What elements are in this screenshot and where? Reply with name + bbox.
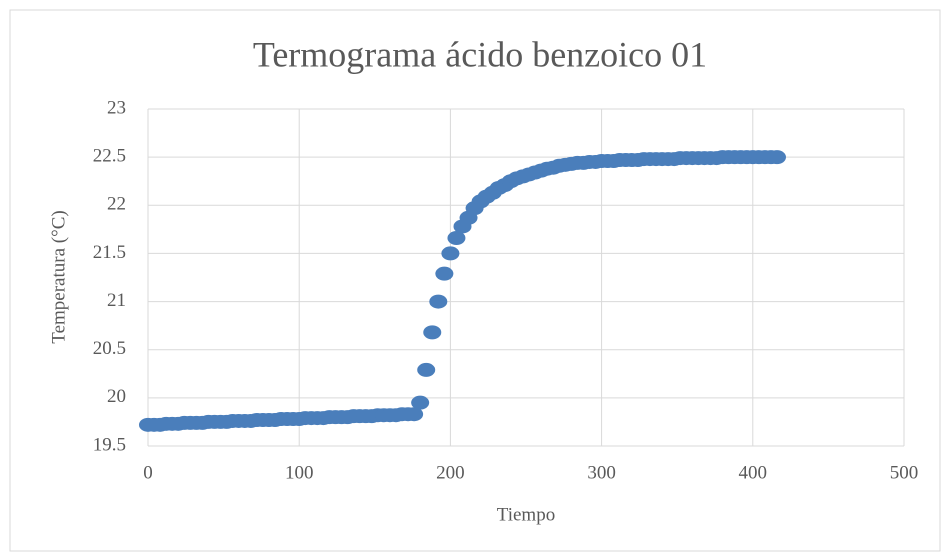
point [429, 294, 448, 309]
x-tick-label: 0 [143, 462, 153, 483]
point [405, 407, 424, 422]
point [447, 231, 466, 246]
point [417, 362, 436, 377]
y-tick-label: 20 [107, 386, 126, 407]
chart-title: Termograma ácido benzoico 01 [253, 34, 707, 74]
y-tick-label: 21.5 [93, 242, 126, 263]
y-tick-label: 22 [107, 194, 126, 215]
point [411, 395, 430, 410]
x-tick-label: 200 [436, 462, 465, 483]
y-tick-label: 21 [107, 290, 126, 311]
chart-frame [9, 9, 941, 552]
point [441, 246, 460, 261]
y-tick-label: 20.5 [93, 338, 126, 359]
x-axis-label: Tiempo [497, 504, 555, 525]
point [423, 325, 442, 340]
x-tick-label: 500 [890, 462, 919, 483]
x-tick-label: 300 [587, 462, 616, 483]
x-tick-label: 100 [285, 462, 314, 483]
y-tick-label: 19.5 [93, 434, 126, 455]
point [435, 266, 454, 281]
x-tick-label: 400 [739, 462, 768, 483]
y-tick-label: 22.5 [93, 146, 126, 167]
y-tick-label: 23 [107, 97, 126, 118]
point [767, 150, 786, 165]
y-axis-label: Temperatura (°C) [48, 210, 69, 343]
